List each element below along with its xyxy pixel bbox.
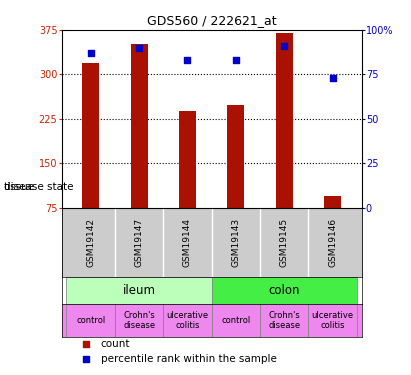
Text: GSM19146: GSM19146: [328, 218, 337, 267]
Text: disease state: disease state: [4, 183, 74, 192]
Point: [184, 57, 191, 63]
Point: [88, 50, 94, 56]
Bar: [276, 33, 293, 208]
Text: GSM19142: GSM19142: [86, 218, 95, 267]
Bar: [82, 63, 99, 208]
Point: [82, 341, 89, 347]
Text: ileum: ileum: [122, 284, 156, 297]
Text: ulcerative
colitis: ulcerative colitis: [166, 311, 208, 330]
Bar: [212, 278, 357, 304]
Text: control: control: [221, 316, 250, 325]
Text: count: count: [101, 339, 130, 349]
Bar: [260, 304, 308, 337]
Text: percentile rank within the sample: percentile rank within the sample: [101, 354, 277, 364]
Bar: [67, 304, 115, 337]
Bar: [163, 304, 212, 337]
Bar: [115, 304, 163, 337]
Point: [281, 43, 288, 49]
Bar: [131, 44, 148, 208]
Point: [136, 45, 142, 51]
Bar: [179, 111, 196, 208]
Text: Crohn's
disease: Crohn's disease: [268, 311, 300, 330]
Text: tissue: tissue: [4, 183, 35, 192]
Text: GSM19145: GSM19145: [280, 218, 289, 267]
Text: ulcerative
colitis: ulcerative colitis: [312, 311, 354, 330]
Bar: [308, 304, 357, 337]
Bar: [67, 278, 212, 304]
Point: [233, 57, 239, 63]
Point: [329, 75, 336, 81]
Bar: [324, 196, 341, 208]
Text: colon: colon: [268, 284, 300, 297]
Text: control: control: [76, 316, 105, 325]
Title: GDS560 / 222621_at: GDS560 / 222621_at: [147, 15, 277, 27]
Bar: [227, 105, 244, 208]
Text: GSM19147: GSM19147: [134, 218, 143, 267]
Bar: [212, 304, 260, 337]
Text: Crohn's
disease: Crohn's disease: [123, 311, 155, 330]
Text: GSM19143: GSM19143: [231, 218, 240, 267]
Text: GSM19144: GSM19144: [183, 218, 192, 267]
Point: [82, 356, 89, 362]
